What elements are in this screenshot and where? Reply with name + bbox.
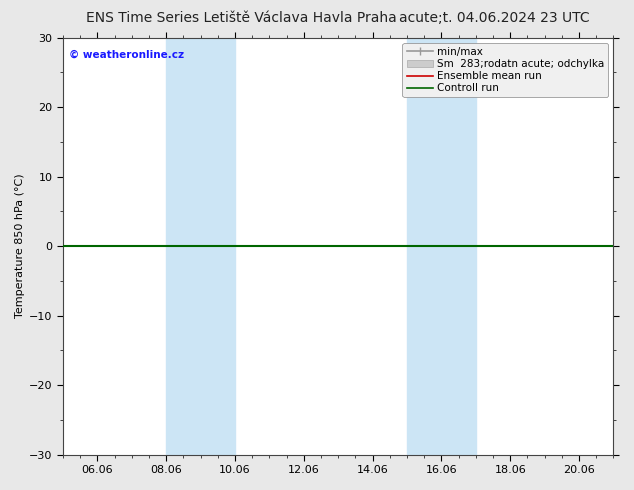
Bar	[166, 38, 235, 455]
Text: ENS Time Series Letiště Václava Havla Praha: ENS Time Series Letiště Václava Havla Pr…	[86, 11, 396, 25]
Text: © weatheronline.cz: © weatheronline.cz	[68, 50, 184, 60]
Legend: min/max, Sm  283;rodatn acute; odchylka, Ensemble mean run, Controll run: min/max, Sm 283;rodatn acute; odchylka, …	[403, 43, 608, 98]
Text: acute;t. 04.06.2024 23 UTC: acute;t. 04.06.2024 23 UTC	[399, 11, 590, 25]
Bar	[407, 38, 476, 455]
Y-axis label: Temperature 850 hPa (°C): Temperature 850 hPa (°C)	[15, 174, 25, 318]
